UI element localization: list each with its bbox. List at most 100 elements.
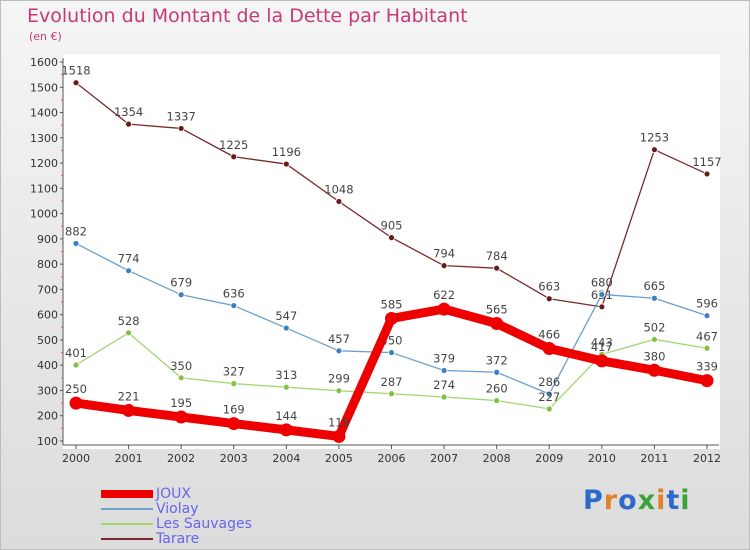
data-point <box>174 410 188 424</box>
data-point <box>493 368 501 376</box>
legend-item-tarare: Tarare <box>101 531 199 547</box>
data-label: 784 <box>486 249 508 263</box>
data-label: 502 <box>643 320 665 334</box>
y-tick-label: 1300 <box>30 132 58 145</box>
data-label: 622 <box>433 288 455 302</box>
data-label: 339 <box>696 360 718 374</box>
data-point <box>282 324 290 332</box>
data-point <box>385 311 398 325</box>
data-label: 287 <box>381 375 403 389</box>
x-tick-label: 2000 <box>62 452 90 465</box>
data-point <box>651 294 658 302</box>
y-tick-label: 1600 <box>30 56 58 69</box>
legend-item-violay: Violay <box>101 501 198 517</box>
data-point <box>125 267 132 275</box>
data-label: 250 <box>65 382 87 396</box>
data-point <box>493 264 501 272</box>
data-label: 457 <box>328 332 350 346</box>
data-label: 286 <box>538 375 560 389</box>
data-point <box>335 198 343 205</box>
data-label: 663 <box>538 280 560 294</box>
data-point <box>72 361 80 369</box>
legend-item-joux: JOUX <box>101 486 191 502</box>
data-label: 679 <box>170 276 192 290</box>
data-label: 221 <box>118 389 140 403</box>
legend-label: JOUX <box>156 486 191 502</box>
x-tick-label: 2004 <box>272 452 300 465</box>
y-tick-label: 1200 <box>30 157 58 170</box>
data-label: 372 <box>486 353 508 367</box>
legend-item-les-sauvages: Les Sauvages <box>101 516 252 532</box>
data-label: 380 <box>643 349 665 363</box>
proxiti-logo: Proxiti <box>583 485 691 516</box>
data-label: 547 <box>275 309 297 323</box>
data-label: 260 <box>486 382 508 396</box>
data-point <box>125 329 132 337</box>
data-point <box>227 417 241 431</box>
y-tick-label: 400 <box>37 359 58 372</box>
y-tick-label: 1500 <box>30 81 58 94</box>
chart-title: Evolution du Montant de la Dette par Hab… <box>27 5 468 27</box>
data-point <box>493 397 501 404</box>
data-point <box>282 383 290 391</box>
data-label: 327 <box>223 365 245 379</box>
data-label: 774 <box>118 252 140 266</box>
data-point <box>703 312 711 320</box>
y-tick-label: 100 <box>37 435 58 448</box>
data-label: 443 <box>591 335 613 349</box>
data-point <box>388 234 395 242</box>
data-point <box>230 302 238 309</box>
data-label: 1518 <box>61 64 90 78</box>
data-point <box>703 170 711 178</box>
data-label: 665 <box>643 279 665 293</box>
data-point <box>440 367 448 374</box>
data-point <box>545 295 553 303</box>
data-label: 313 <box>275 368 297 382</box>
data-point <box>388 390 395 398</box>
x-tick-label: 2008 <box>483 452 511 465</box>
data-label: 1337 <box>167 109 196 123</box>
x-tick-label: 2009 <box>535 452 563 465</box>
legend-label: Tarare <box>156 531 200 547</box>
data-point <box>332 429 346 443</box>
data-point <box>72 240 80 247</box>
data-label: 1196 <box>272 145 301 159</box>
data-point <box>545 405 553 413</box>
x-tick-label: 2005 <box>325 452 353 465</box>
data-label: 274 <box>433 378 455 392</box>
data-point <box>282 160 290 168</box>
data-label: 144 <box>275 409 297 423</box>
legend-swatch <box>101 508 153 510</box>
y-tick-label: 1100 <box>30 182 58 195</box>
data-point <box>647 363 661 377</box>
data-label: 466 <box>538 328 560 342</box>
data-point <box>437 302 451 316</box>
data-point <box>279 423 293 437</box>
data-label: 401 <box>65 346 87 360</box>
x-tick-label: 2011 <box>640 452 668 465</box>
x-tick-label: 2003 <box>220 452 248 465</box>
data-point <box>598 291 606 298</box>
data-point <box>440 262 448 270</box>
data-point <box>335 347 343 355</box>
legend-swatch <box>101 523 153 525</box>
chart-subtitle: (en €) <box>29 30 62 43</box>
data-label: 882 <box>65 224 87 238</box>
x-tick-label: 2007 <box>430 452 458 465</box>
data-point <box>651 336 658 343</box>
data-label: 585 <box>381 297 403 311</box>
legend-label: Les Sauvages <box>156 516 252 532</box>
data-label: 905 <box>381 219 403 233</box>
data-label: 299 <box>328 372 350 386</box>
data-point <box>388 349 395 356</box>
data-point <box>490 317 504 331</box>
data-point <box>72 79 80 87</box>
data-point <box>700 374 714 388</box>
y-tick-label: 600 <box>37 309 58 322</box>
data-point <box>598 303 606 311</box>
data-label: 118 <box>328 415 350 429</box>
data-label: 636 <box>223 287 245 301</box>
data-point <box>69 396 83 410</box>
